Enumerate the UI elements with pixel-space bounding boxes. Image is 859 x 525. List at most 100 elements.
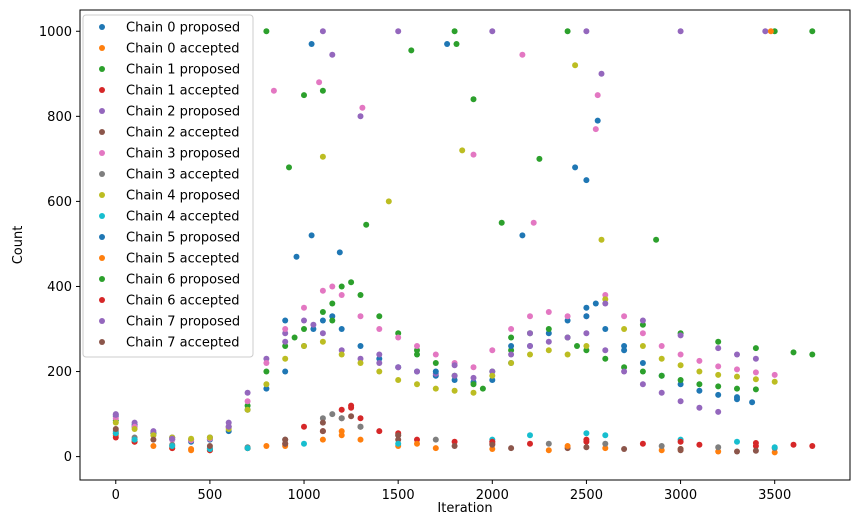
data-point — [319, 87, 326, 94]
plot-frame — [79, 9, 851, 481]
data-point — [734, 385, 740, 392]
data-point — [301, 423, 307, 430]
data-point — [414, 381, 420, 388]
data-point — [385, 198, 392, 205]
data-point — [338, 406, 345, 413]
legend-marker — [99, 45, 105, 51]
data-point — [395, 330, 402, 337]
legend-marker — [99, 234, 105, 240]
data-point — [319, 330, 326, 337]
data-point — [263, 368, 270, 375]
data-point — [527, 432, 533, 439]
legend-marker — [99, 213, 105, 219]
y-tick-label: 0 — [64, 450, 72, 465]
legend-marker — [99, 66, 105, 72]
data-point — [451, 372, 458, 379]
legend-entry: Chain 2 accepted — [126, 126, 240, 141]
series-10 — [282, 41, 740, 401]
data-point — [329, 313, 336, 320]
y-tick-label: 600 — [47, 195, 72, 210]
data-point — [244, 398, 251, 405]
data-point — [602, 292, 609, 298]
data-point — [282, 317, 289, 324]
data-point — [621, 446, 628, 452]
data-point — [244, 445, 251, 452]
data-point — [432, 445, 439, 452]
data-point — [319, 415, 326, 422]
data-point — [639, 321, 646, 328]
data-point — [715, 371, 722, 378]
data-point — [357, 113, 364, 120]
data-point — [583, 430, 590, 437]
legend-entry: Chain 3 proposed — [126, 147, 240, 162]
data-point — [715, 345, 722, 352]
data-point — [489, 372, 496, 379]
data-point — [767, 28, 774, 35]
data-point — [574, 343, 580, 349]
data-point — [244, 402, 251, 409]
data-point — [752, 369, 759, 376]
data-point — [658, 447, 665, 454]
legend-marker — [99, 24, 105, 30]
data-point — [602, 440, 609, 447]
data-point — [696, 368, 703, 375]
data-point — [734, 366, 740, 373]
data-point — [696, 357, 703, 364]
data-point — [376, 360, 383, 366]
data-point — [677, 446, 684, 452]
data-point — [621, 364, 628, 371]
data-point — [479, 385, 486, 392]
data-point — [598, 236, 605, 243]
data-point — [414, 351, 420, 358]
data-point — [545, 330, 552, 337]
data-point — [301, 326, 307, 332]
data-point — [263, 355, 270, 362]
legend-entry: Chain 1 proposed — [126, 63, 240, 78]
data-point — [771, 378, 778, 385]
data-point — [583, 343, 590, 349]
data-point — [677, 28, 684, 35]
y-tick-label: 200 — [47, 365, 72, 380]
legend: Chain 0 proposed Chain 0 accepted Chain 1 … — [82, 14, 254, 358]
data-point — [150, 432, 157, 439]
y-axis-ticks: 0 200 400 600 800 1000 — [39, 25, 80, 465]
data-point — [696, 381, 703, 388]
x-tick-label: 1000 — [287, 488, 320, 503]
data-point — [696, 404, 703, 411]
legend-entry: Chain 5 accepted — [126, 252, 240, 267]
x-tick-label: 2000 — [476, 488, 509, 503]
data-point — [519, 51, 526, 58]
data-point — [658, 343, 665, 349]
data-point — [752, 440, 759, 446]
data-point — [470, 151, 477, 158]
data-point — [206, 434, 213, 441]
data-point — [357, 360, 364, 366]
data-point — [658, 355, 665, 362]
data-point — [112, 426, 119, 432]
data-point — [508, 347, 515, 354]
data-point — [489, 377, 496, 383]
data-point — [282, 355, 289, 362]
data-point — [348, 404, 355, 411]
data-point — [677, 381, 684, 388]
data-point — [677, 377, 684, 383]
data-point — [319, 309, 326, 315]
data-point — [206, 443, 213, 449]
data-point — [715, 363, 722, 370]
data-point — [621, 343, 628, 349]
data-point — [319, 428, 326, 435]
data-point — [286, 164, 292, 171]
data-point — [376, 368, 383, 375]
data-point — [395, 28, 402, 35]
data-point — [395, 334, 402, 341]
data-point — [564, 334, 571, 341]
data-point — [639, 368, 646, 375]
data-point — [338, 351, 345, 358]
data-point — [527, 351, 533, 358]
legend-marker — [99, 150, 105, 156]
data-point — [653, 236, 660, 243]
data-point — [592, 126, 599, 133]
x-tick-label: 3500 — [758, 488, 791, 503]
data-point — [395, 436, 402, 443]
series-12 — [291, 317, 816, 358]
